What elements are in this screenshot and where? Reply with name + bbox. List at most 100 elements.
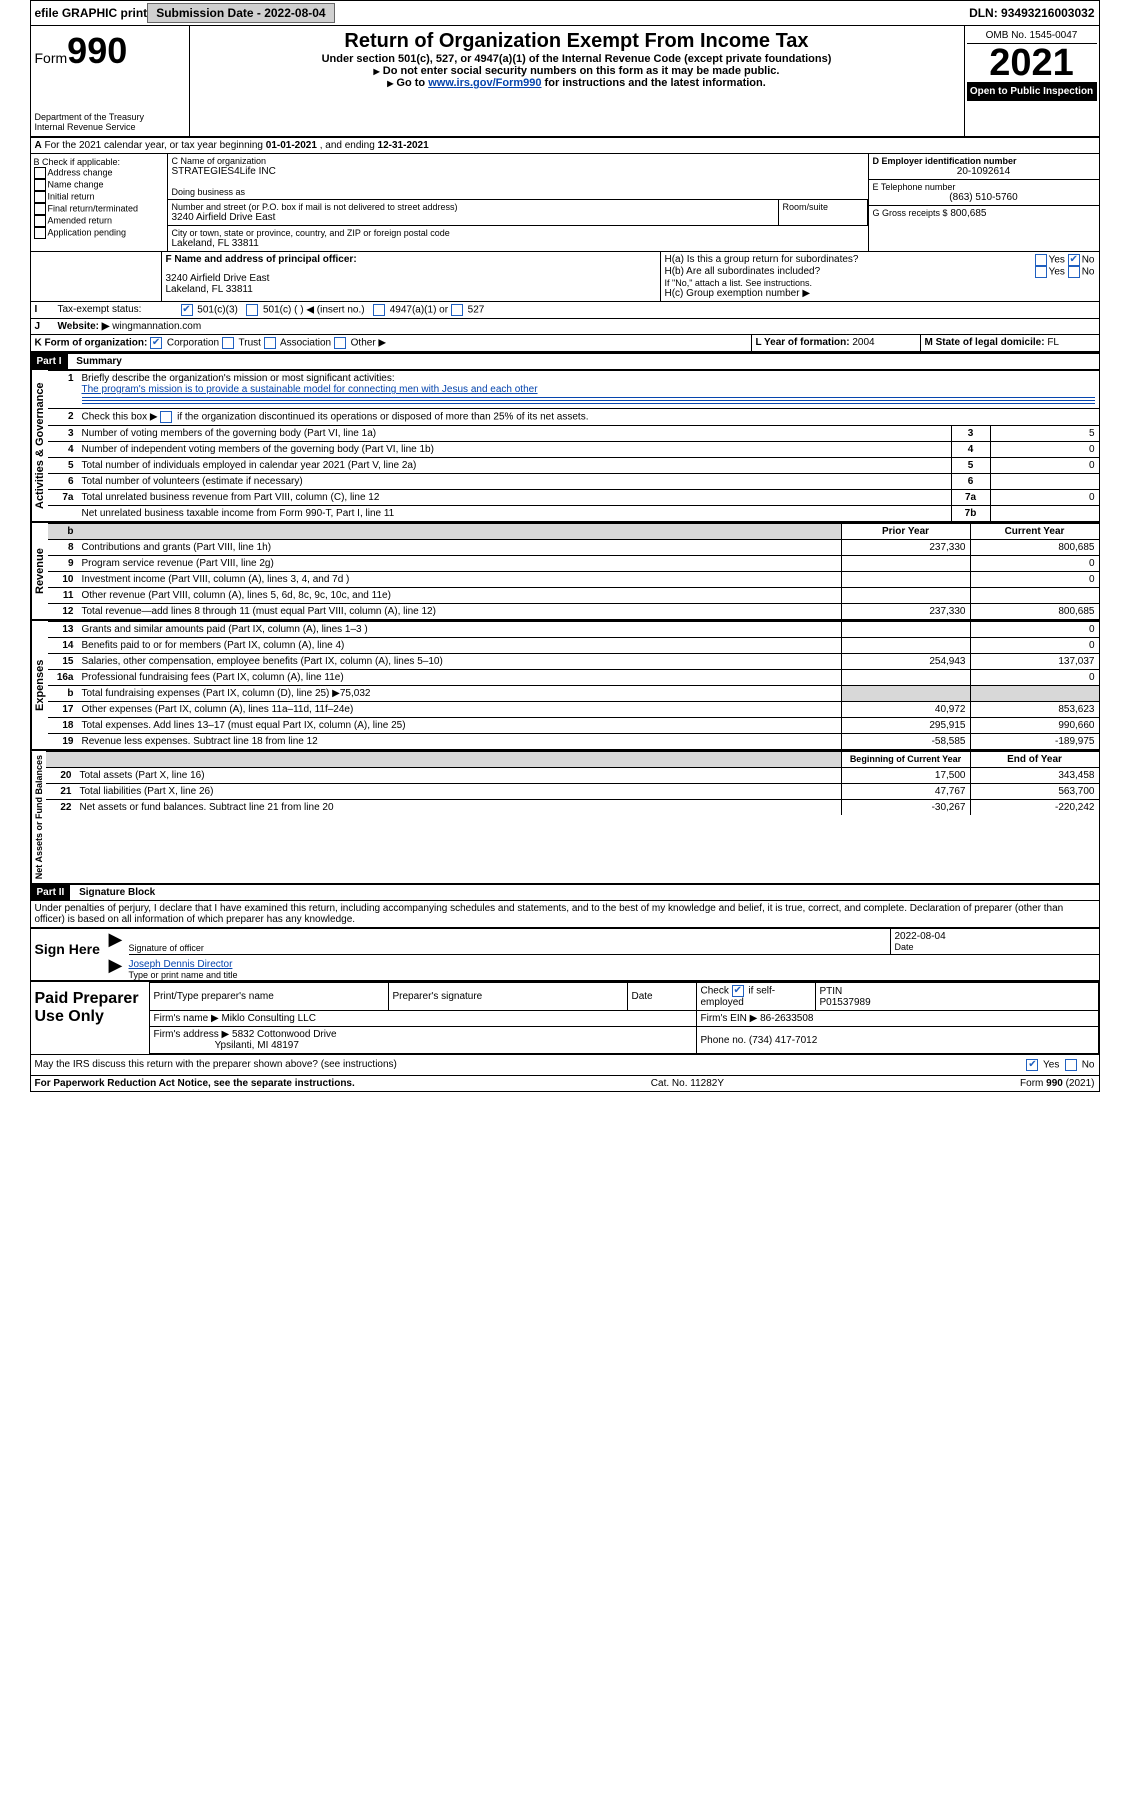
prep-check-label: Check (701, 986, 729, 997)
l6-text: Total number of volunteers (estimate if … (78, 474, 952, 490)
ha-no: No (1082, 255, 1095, 266)
l4-text: Number of independent voting members of … (78, 442, 952, 458)
cb-final-return[interactable] (34, 203, 46, 215)
l3-val: 5 (990, 426, 1099, 442)
cb-trust[interactable] (222, 337, 234, 349)
cb-self-employed[interactable] (732, 985, 744, 997)
ha-yes: Yes (1049, 255, 1065, 266)
officer-addr2: Lakeland, FL 33811 (166, 284, 656, 295)
col-d: D Employer identification number 20-1092… (869, 154, 1099, 251)
l1-label: Briefly describe the organization's miss… (82, 373, 395, 384)
sig-officer-label: Signature of officer (129, 943, 890, 953)
l15-text: Salaries, other compensation, employee b… (78, 654, 842, 670)
l16b-text: Total fundraising expenses (Part IX, col… (82, 688, 340, 699)
row-f-h: F Name and address of principal officer:… (31, 252, 1099, 302)
cb-hb-yes[interactable] (1035, 266, 1047, 278)
section-bcd: B Check if applicable: Address change Na… (31, 154, 1099, 252)
dba-label: Doing business as (172, 187, 864, 197)
city-state-zip: Lakeland, FL 33811 (172, 238, 864, 249)
cb-discuss-yes[interactable] (1026, 1059, 1038, 1071)
room-label: Room/suite (783, 202, 863, 212)
ha-label: H(a) Is this a group return for subordin… (665, 254, 1035, 266)
form-subtitle-2: Do not enter social security numbers on … (383, 65, 780, 77)
l19-curr: -189,975 (970, 734, 1099, 750)
cb-name-change[interactable] (34, 179, 46, 191)
lbl-4947: 4947(a)(1) or (390, 305, 448, 316)
lbl-name-change: Name change (48, 180, 104, 190)
l10-prior (841, 572, 970, 588)
l17-text: Other expenses (Part IX, column (A), lin… (78, 702, 842, 718)
l15-curr: 137,037 (970, 654, 1099, 670)
cb-527[interactable] (451, 304, 463, 316)
l16a-prior (841, 670, 970, 686)
cb-hb-no[interactable] (1068, 266, 1080, 278)
part2-title: Signature Block (73, 887, 155, 898)
l2-text: Check this box ▶ if the organization dis… (78, 409, 1099, 426)
cb-4947[interactable] (373, 304, 385, 316)
l11-curr (970, 588, 1099, 604)
l12-prior: 237,330 (841, 604, 970, 620)
header-left: Form990 Department of the Treasury Inter… (31, 26, 190, 136)
hdr-end: End of Year (970, 752, 1099, 768)
lbl-initial-return: Initial return (48, 192, 95, 202)
l10-curr: 0 (970, 572, 1099, 588)
submission-date-button[interactable]: Submission Date - 2022-08-04 (147, 3, 334, 23)
principal-officer-label: F Name and address of principal officer: (166, 254, 357, 265)
street-address: 3240 Airfield Drive East (172, 212, 774, 223)
cb-other[interactable] (334, 337, 346, 349)
cb-ha-no[interactable] (1068, 254, 1080, 266)
cb-amended-return[interactable] (34, 215, 46, 227)
l22-prior: -30,267 (841, 800, 970, 816)
expenses-section: Expenses 13Grants and similar amounts pa… (31, 619, 1099, 749)
part2-tag: Part II (31, 885, 71, 900)
lbl-501c3: 501(c)(3) (197, 305, 238, 316)
org-name-label: C Name of organization (172, 156, 864, 166)
l7b-val (990, 506, 1099, 522)
cb-initial-return[interactable] (34, 191, 46, 203)
officer-addr1: 3240 Airfield Drive East (166, 273, 656, 284)
type-name-label: Type or print name and title (129, 970, 1099, 980)
cb-address-change[interactable] (34, 167, 46, 179)
part1-header: Part I Summary (31, 352, 1099, 370)
cb-ha-yes[interactable] (1035, 254, 1047, 266)
part1-tag: Part I (31, 354, 68, 369)
form-word: Form (35, 50, 68, 66)
cb-application-pending[interactable] (34, 227, 46, 239)
irs-discuss-q: May the IRS discuss this return with the… (35, 1059, 1027, 1071)
l13-curr: 0 (970, 622, 1099, 638)
tax-year-begin: 01-01-2021 (266, 140, 317, 151)
ptin-value: P01537989 (820, 997, 1094, 1008)
l18-prior: 295,915 (841, 718, 970, 734)
cb-501c[interactable] (246, 304, 258, 316)
cb-discontinued[interactable] (160, 411, 172, 423)
hdr-prior: Prior Year (841, 524, 970, 540)
phone-value: (734) 417-7012 (749, 1035, 817, 1046)
l16b-val: 75,032 (340, 688, 371, 699)
cb-501c3[interactable] (181, 304, 193, 316)
open-to-public: Open to Public Inspection (967, 82, 1097, 101)
form-org-label: K Form of organization: (35, 338, 148, 349)
goto-post: for instructions and the latest informat… (542, 77, 766, 89)
l20-curr: 343,458 (970, 768, 1099, 784)
sig-date-label: Date (895, 942, 1095, 952)
lbl-final-return: Final return/terminated (48, 204, 139, 214)
paperwork-notice: For Paperwork Reduction Act Notice, see … (35, 1078, 355, 1089)
l3-text: Number of voting members of the governin… (78, 426, 952, 442)
prep-h3: Date (627, 983, 696, 1011)
l22-text: Net assets or fund balances. Subtract li… (76, 800, 842, 816)
ein-label: D Employer identification number (873, 156, 1017, 166)
cb-discuss-no[interactable] (1065, 1059, 1077, 1071)
l19-text: Revenue less expenses. Subtract line 18 … (78, 734, 842, 750)
l22-curr: -220,242 (970, 800, 1099, 816)
firm-addr2: Ypsilanti, MI 48197 (215, 1040, 299, 1051)
firm-addr1: 5832 Cottonwood Drive (232, 1029, 337, 1040)
cb-association[interactable] (264, 337, 276, 349)
form990-link[interactable]: www.irs.gov/Form990 (428, 77, 541, 89)
vert-governance: Activities & Governance (31, 370, 48, 521)
sign-here-label: Sign Here (31, 929, 109, 980)
l14-prior (841, 638, 970, 654)
firm-name-label: Firm's name ▶ (154, 1013, 219, 1024)
lbl-trust: Trust (239, 338, 261, 349)
sign-here-block: Sign Here ▶ Signature of officer 2022-08… (31, 927, 1099, 980)
cb-corporation[interactable] (150, 337, 162, 349)
